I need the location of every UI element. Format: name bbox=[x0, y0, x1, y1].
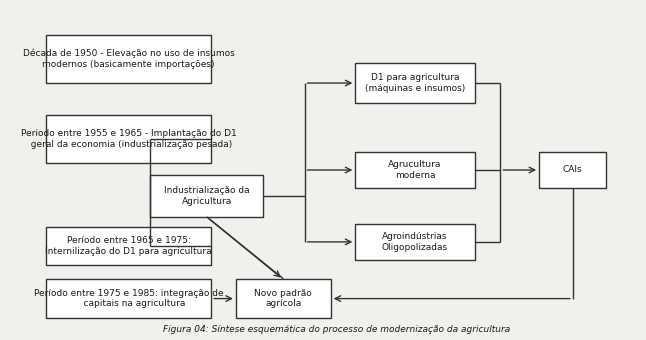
FancyBboxPatch shape bbox=[355, 152, 475, 188]
FancyBboxPatch shape bbox=[355, 223, 475, 260]
FancyBboxPatch shape bbox=[46, 115, 211, 163]
Text: Agrucultura
moderna: Agrucultura moderna bbox=[388, 160, 442, 180]
FancyBboxPatch shape bbox=[46, 279, 211, 318]
FancyBboxPatch shape bbox=[150, 175, 264, 217]
FancyBboxPatch shape bbox=[46, 227, 211, 265]
FancyBboxPatch shape bbox=[355, 63, 475, 103]
Text: Novo padrão
agrícola: Novo padrão agrícola bbox=[255, 289, 312, 308]
Text: Período entre 1965 e 1975:
Internilização do D1 para agricultura: Período entre 1965 e 1975: Internilizaçã… bbox=[45, 236, 212, 256]
Text: Agroindústrias
Oligopolizadas: Agroindústrias Oligopolizadas bbox=[382, 232, 448, 252]
Text: CAIs: CAIs bbox=[563, 166, 583, 174]
Text: Periodo entre 1955 e 1965 - Implantação do D1
  geral da economia (industrializa: Periodo entre 1955 e 1965 - Implantação … bbox=[21, 129, 236, 149]
Text: Figura 04: Síntese esquemática do processo de modernização da agricultura: Figura 04: Síntese esquemática do proces… bbox=[163, 325, 510, 334]
FancyBboxPatch shape bbox=[539, 152, 607, 188]
Text: Década de 1950 - Elevação no uso de insumos
modernos (basicamente importações): Década de 1950 - Elevação no uso de insu… bbox=[23, 49, 234, 69]
FancyBboxPatch shape bbox=[236, 279, 331, 318]
Text: Industrialização da
Agricultura: Industrialização da Agricultura bbox=[164, 186, 249, 206]
Text: Período entre 1975 e 1985: integração de
    capitais na agricultura: Período entre 1975 e 1985: integração de… bbox=[34, 289, 224, 308]
Text: D1 para agricultura
(máquinas e insumos): D1 para agricultura (máquinas e insumos) bbox=[365, 73, 465, 93]
FancyBboxPatch shape bbox=[46, 35, 211, 83]
